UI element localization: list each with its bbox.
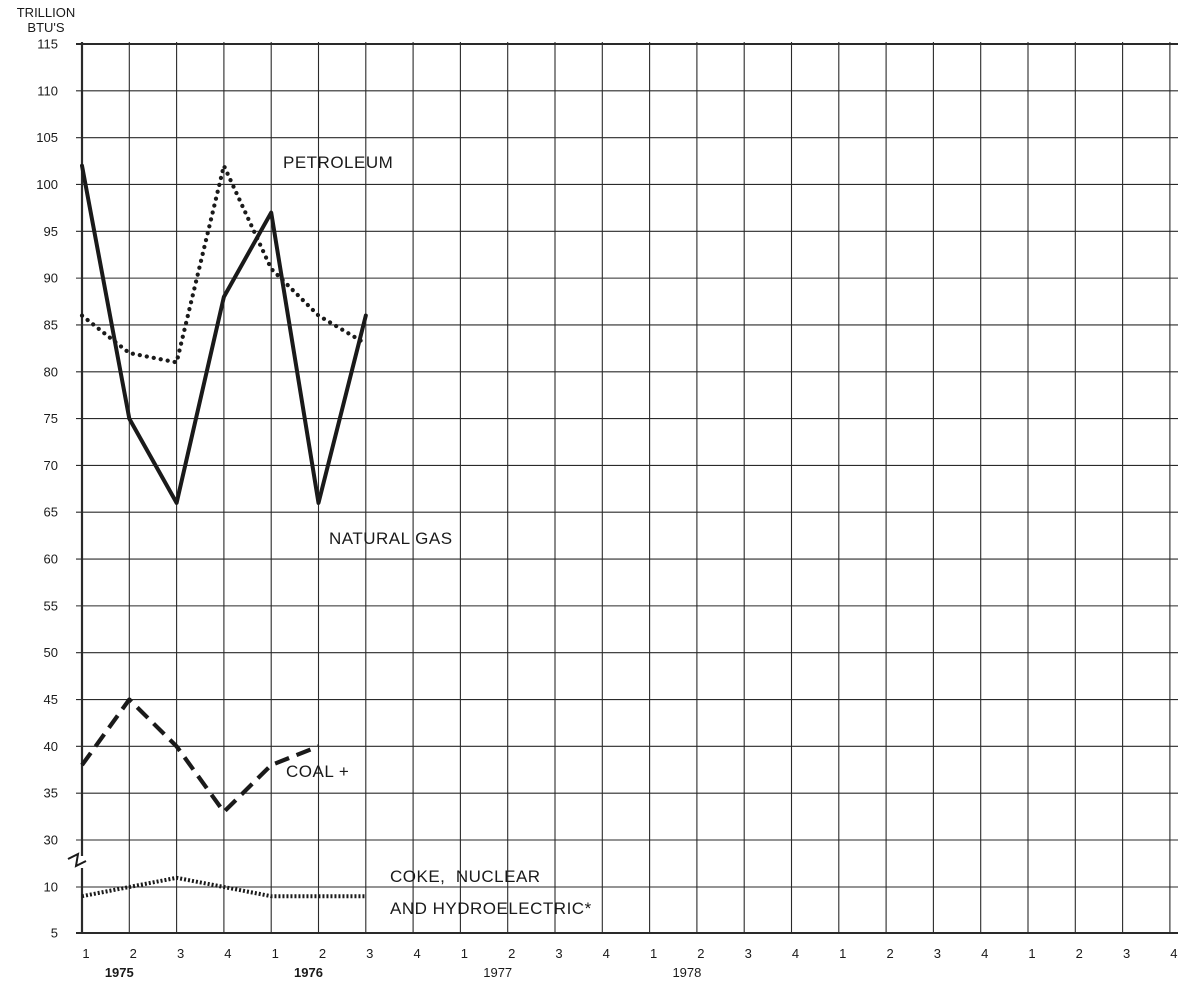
x-tick-label: 3: [366, 946, 373, 961]
x-tick-label: 1: [461, 946, 468, 961]
x-tick-label: 1: [272, 946, 279, 961]
y-axis-title-line-1: TRILLION: [17, 5, 76, 20]
x-tick-label: 4: [603, 946, 610, 961]
x-tick-label: 3: [555, 946, 562, 961]
y-tick-label: 50: [44, 645, 58, 660]
y-tick-label: 55: [44, 598, 58, 613]
y-tick-label: 95: [44, 224, 58, 239]
y-axis-title-line-2: BTU'S: [27, 20, 64, 35]
y-tick-label: 80: [44, 364, 58, 379]
x-tick-label: 2: [1076, 946, 1083, 961]
x-tick-label: 4: [224, 946, 231, 961]
y-tick-label: 10: [44, 880, 58, 895]
y-tick-label: 70: [44, 458, 58, 473]
x-tick-label: 1: [650, 946, 657, 961]
x-tick-label: 1: [839, 946, 846, 961]
y-tick-label: 30: [44, 833, 58, 848]
y-tick-label: 105: [36, 130, 58, 145]
y-tick-label: 45: [44, 692, 58, 707]
y-tick-label: 60: [44, 552, 58, 567]
year-label: 1975: [105, 965, 134, 980]
y-tick-label: 5: [51, 926, 58, 941]
y-tick-label: 40: [44, 739, 58, 754]
petroleum-label: PETROLEUM: [283, 153, 393, 172]
x-tick-label: 2: [508, 946, 515, 961]
year-label: 1978: [672, 965, 701, 980]
y-tick-label: 85: [44, 317, 58, 332]
natural-gas-label: NATURAL GAS: [329, 529, 453, 548]
x-tick-label: 3: [745, 946, 752, 961]
x-tick-label: 2: [886, 946, 893, 961]
x-tick-label: 1: [82, 946, 89, 961]
x-tick-label: 4: [792, 946, 799, 961]
x-tick-label: 3: [1123, 946, 1130, 961]
x-tick-label: 4: [1170, 946, 1177, 961]
y-tick-label: 100: [36, 177, 58, 192]
x-tick-label: 3: [934, 946, 941, 961]
y-tick-label: 90: [44, 271, 58, 286]
x-tick-label: 4: [413, 946, 420, 961]
year-label: 1977: [483, 965, 512, 980]
year-label: 1976: [294, 965, 323, 980]
x-tick-label: 1: [1028, 946, 1035, 961]
y-tick-label: 115: [37, 37, 58, 52]
y-tick-label: 110: [37, 83, 58, 98]
coke-nuclear-label-line-1: COKE, NUCLEAR: [390, 867, 541, 886]
x-tick-label: 4: [981, 946, 988, 961]
y-tick-label: 75: [44, 411, 58, 426]
x-tick-label: 2: [130, 946, 137, 961]
x-tick-label: 2: [319, 946, 326, 961]
y-tick-label: 65: [44, 505, 58, 520]
x-tick-label: 2: [697, 946, 704, 961]
coke-nuclear-label-line-2: AND HYDROELECTRIC*: [390, 899, 592, 918]
coal-label: COAL +: [286, 762, 349, 781]
x-tick-label: 3: [177, 946, 184, 961]
y-tick-label: 35: [44, 786, 58, 801]
